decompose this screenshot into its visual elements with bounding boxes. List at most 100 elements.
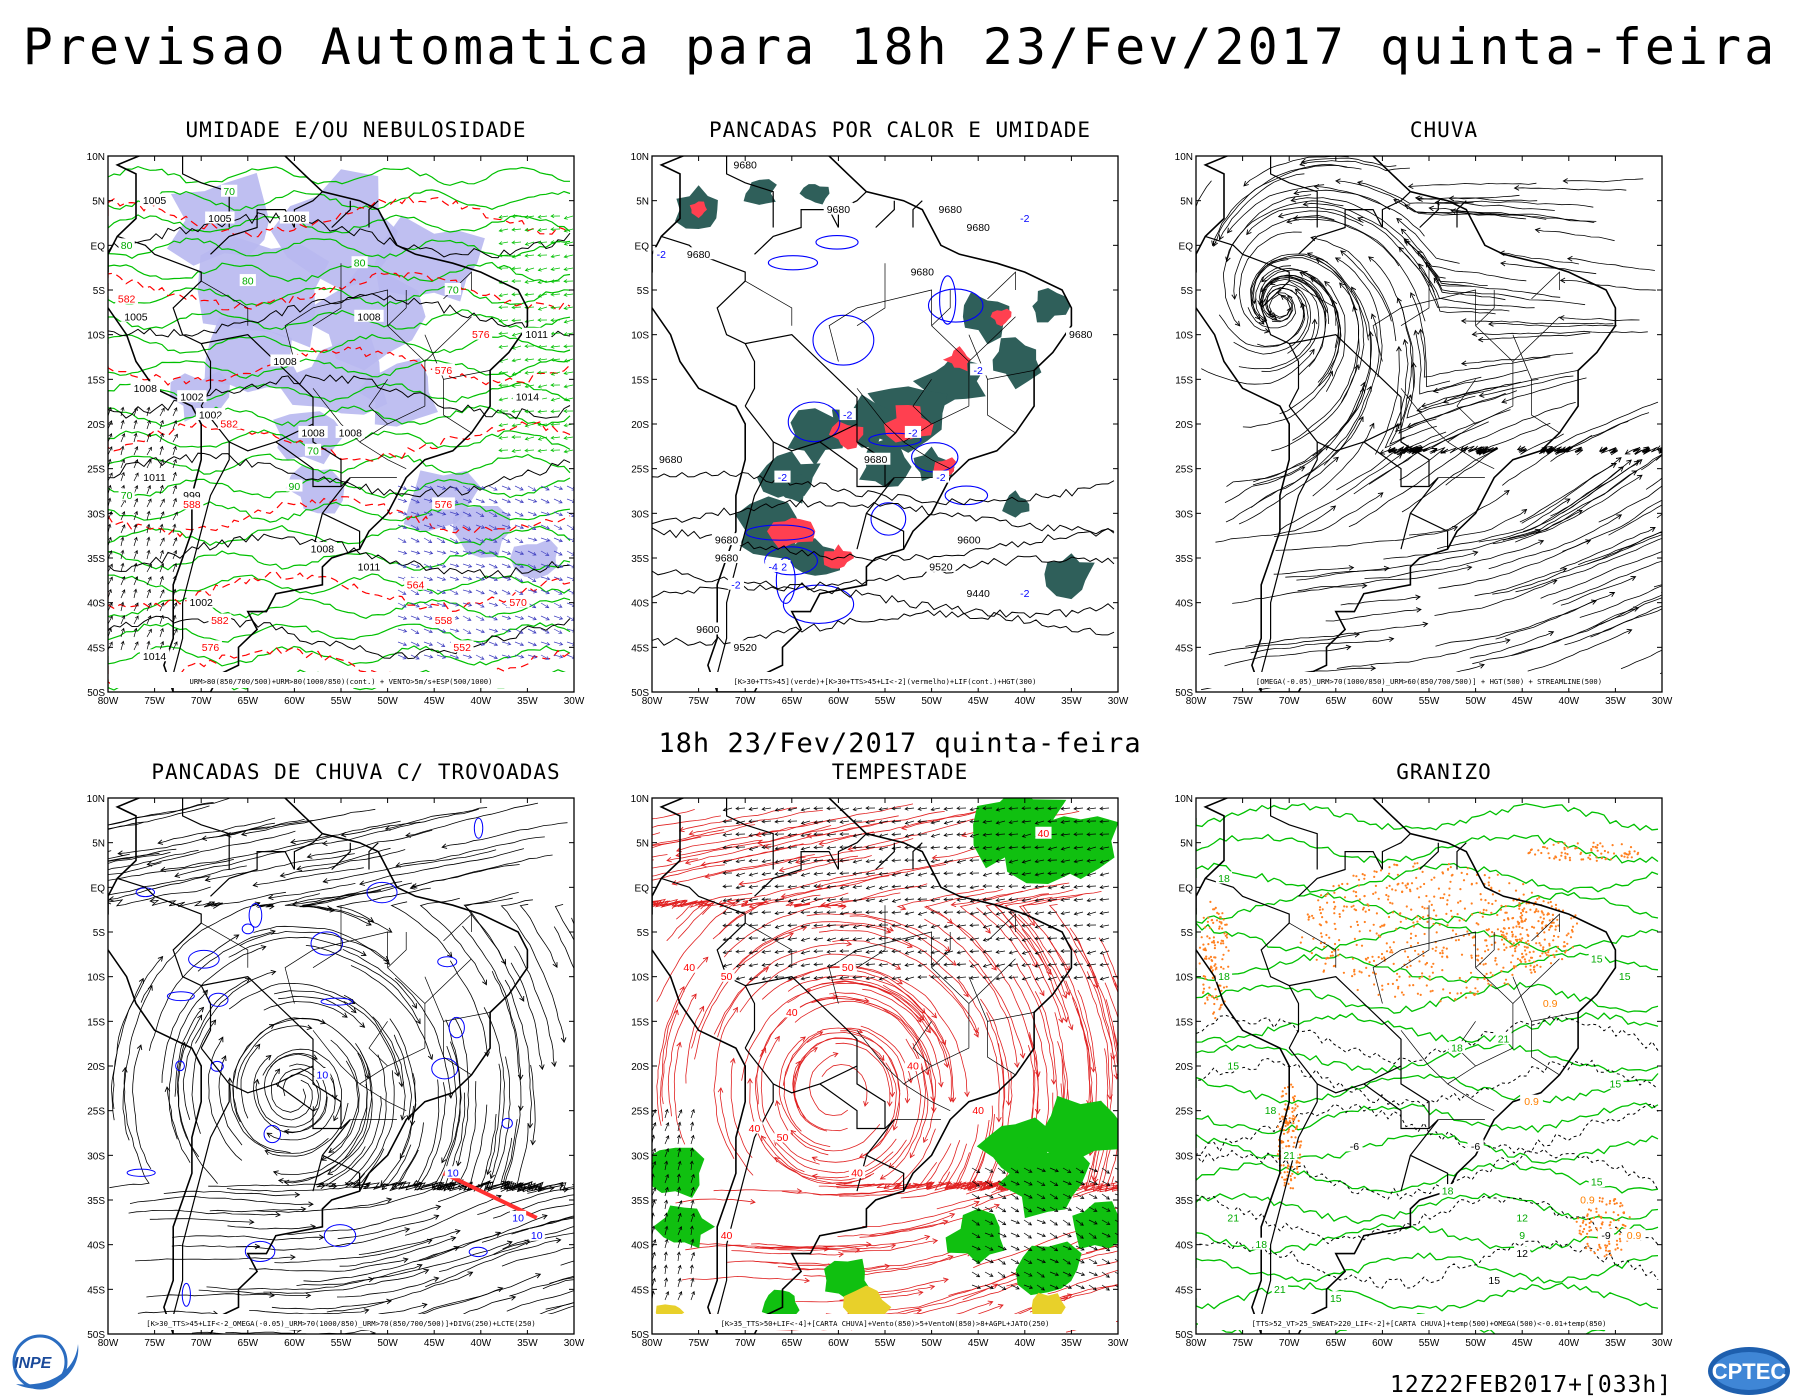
wind-vector bbox=[397, 654, 407, 660]
streamline-arrowhead bbox=[816, 883, 823, 889]
hail-dot bbox=[1430, 903, 1433, 906]
hail-dot bbox=[1510, 961, 1513, 964]
streamline bbox=[677, 900, 712, 939]
hail-dot bbox=[1544, 951, 1547, 954]
divergence-contour bbox=[431, 1057, 459, 1080]
humidity-contour bbox=[108, 429, 571, 450]
instability-fill bbox=[787, 408, 845, 466]
streamline bbox=[174, 842, 324, 877]
hail-dot bbox=[1561, 909, 1565, 912]
wind-vector bbox=[722, 910, 733, 915]
panel-legend: [K>30_TTS>45+LIF<-2_OMEGA(-0.05)_URM>70(… bbox=[146, 1319, 535, 1328]
hail-dot bbox=[1528, 851, 1532, 854]
streamline bbox=[752, 1260, 833, 1267]
wind-vector bbox=[524, 436, 535, 441]
streamline bbox=[394, 977, 452, 1098]
contour-label: 40 bbox=[972, 1105, 984, 1117]
hail-dot bbox=[1555, 856, 1558, 859]
streamline-arrowhead bbox=[136, 1044, 143, 1051]
streamline-arrowhead bbox=[1402, 338, 1409, 345]
wind-vector bbox=[1099, 859, 1110, 864]
hail-dot bbox=[1548, 856, 1551, 860]
wind-vector bbox=[735, 963, 746, 968]
hail-dot bbox=[1520, 917, 1523, 920]
hail-dot bbox=[1491, 974, 1494, 977]
wind-vector bbox=[172, 497, 177, 508]
hail-dot bbox=[1373, 983, 1376, 986]
hail-dot bbox=[1522, 883, 1525, 886]
temperature-contour bbox=[1196, 921, 1659, 953]
streamline bbox=[464, 897, 525, 1002]
wind-vector bbox=[904, 924, 915, 928]
streamline-arrowhead bbox=[1311, 318, 1318, 325]
hail-dot bbox=[1601, 1200, 1604, 1203]
streamline-arrowhead bbox=[919, 1015, 925, 1021]
hail-dot bbox=[1600, 857, 1603, 860]
hail-dot bbox=[1446, 924, 1449, 927]
wind-vector bbox=[1086, 975, 1097, 980]
streamline bbox=[756, 803, 914, 836]
wind-vector bbox=[852, 924, 863, 929]
streamline bbox=[776, 1100, 829, 1156]
wind-vector bbox=[537, 422, 548, 427]
wind-vector bbox=[956, 872, 967, 877]
wind-vector bbox=[133, 627, 138, 638]
hail-dot bbox=[1447, 863, 1450, 866]
wind-vector bbox=[172, 458, 177, 469]
lat-tick-label: 5S bbox=[93, 928, 106, 939]
wind-vector bbox=[984, 1219, 994, 1225]
wind-vector bbox=[1023, 1180, 1033, 1186]
hail-dot bbox=[1212, 939, 1215, 943]
streamline bbox=[1405, 240, 1472, 287]
streamline-arrowhead bbox=[1413, 329, 1419, 336]
lat-tick-label: 50S bbox=[87, 1330, 105, 1341]
contour-label: -2 bbox=[778, 472, 787, 484]
streamline bbox=[712, 900, 766, 940]
hail-dot bbox=[1366, 956, 1370, 959]
streamline-arrowhead bbox=[1676, 521, 1681, 526]
state-border bbox=[424, 316, 472, 362]
wind-vector bbox=[984, 1180, 994, 1187]
hail-dot bbox=[1575, 922, 1579, 925]
wind-vector bbox=[146, 459, 152, 469]
wind-vector bbox=[878, 923, 889, 928]
hail-dot bbox=[1449, 880, 1452, 883]
country-border bbox=[1400, 477, 1439, 550]
hail-dot bbox=[1500, 930, 1503, 933]
wind-vector bbox=[800, 924, 811, 929]
hail-dot bbox=[1292, 1122, 1295, 1125]
contour-label: 21 bbox=[1274, 1284, 1286, 1296]
hail-dot bbox=[1609, 1221, 1612, 1224]
wind-vector bbox=[449, 485, 459, 491]
hail-dot bbox=[1299, 1144, 1302, 1147]
lon-tick-label: 55W bbox=[331, 696, 352, 707]
wind-vector bbox=[748, 807, 759, 811]
hail-dot bbox=[1284, 1103, 1287, 1106]
hail-dot bbox=[1391, 982, 1394, 985]
wind-vector bbox=[1101, 1193, 1111, 1200]
streamline-arrowhead bbox=[1422, 621, 1429, 628]
streamline-arrowhead bbox=[614, 1090, 619, 1094]
state-border bbox=[424, 976, 491, 1022]
streamline-arrowhead bbox=[679, 985, 685, 992]
hail-dot bbox=[1579, 1225, 1582, 1228]
streamline-arrowhead bbox=[482, 979, 487, 986]
country-border bbox=[368, 842, 379, 870]
wind-vector bbox=[969, 949, 980, 954]
hail-dot bbox=[1599, 1227, 1602, 1230]
streamline-arrowhead bbox=[1261, 315, 1268, 321]
streamline bbox=[1517, 433, 1564, 455]
hail-dot bbox=[1526, 933, 1529, 936]
hail-dot bbox=[1364, 910, 1367, 913]
wind-vector bbox=[930, 898, 941, 903]
streamline-arrowhead bbox=[1034, 1108, 1041, 1115]
hail-dot bbox=[1472, 993, 1475, 996]
wind-vector bbox=[172, 562, 177, 573]
hail-dot bbox=[1366, 903, 1369, 906]
wind-vector bbox=[159, 602, 165, 612]
hail-dot bbox=[1443, 893, 1446, 896]
streamline bbox=[419, 897, 487, 985]
wind-vector bbox=[748, 911, 759, 916]
contour-label: 9680 bbox=[827, 204, 851, 216]
wind-vector bbox=[943, 859, 954, 864]
